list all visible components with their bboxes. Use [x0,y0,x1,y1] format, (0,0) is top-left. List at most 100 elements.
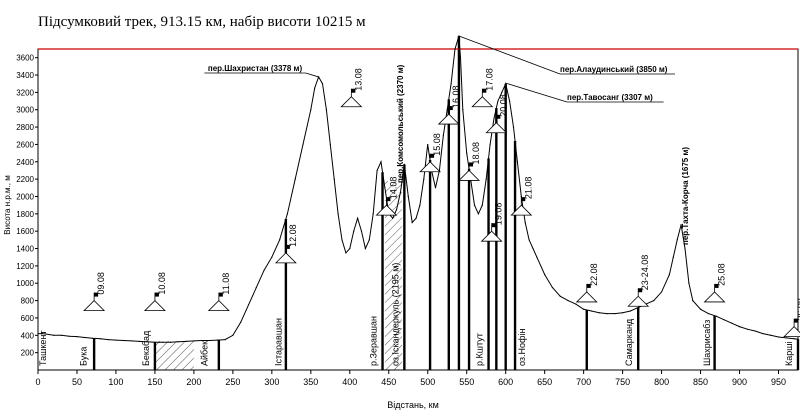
profile-point [427,143,429,146]
profile-point [208,339,211,342]
x-tick-label: 200 [186,377,201,387]
camp-flag-icon [430,153,435,158]
x-tick-label: 350 [303,377,318,387]
camp-date-label: 15.08 [432,133,442,156]
x-tick-label: 550 [459,377,474,387]
profile-point [567,299,569,302]
profile-point [770,334,772,336]
profile-point [395,208,398,211]
camp-flag-icon [386,197,391,202]
profile-point [489,143,491,146]
y-tick-label: 1600 [16,227,34,236]
x-tick-label: 0 [35,377,40,387]
profile-point [169,341,172,343]
profile-point [583,308,585,310]
profile-point [485,178,487,180]
y-axis-label: Висота н.р.м., м [3,175,12,234]
camp-tent-icon [471,96,494,108]
profile-point [477,213,480,215]
camp-tent-icon [480,230,503,242]
y-tick-label: 2400 [16,158,34,167]
x-tick-label: 600 [498,377,513,387]
camp-date-label: 16.08 [451,86,461,109]
x-tick-label: 900 [732,377,747,387]
y-tick-label: 2600 [16,140,34,149]
profile-point [130,340,133,342]
x-tick-label: 450 [381,377,396,387]
profile-point [637,306,639,309]
peak-label: пер.Шахристан (3378 м) [208,64,303,73]
profile-point [376,169,378,172]
profile-point [364,247,366,250]
profile-point [403,163,405,165]
profile-point [676,239,678,241]
camp-tent-icon [458,169,481,181]
y-tick-label: 1800 [16,210,34,219]
camp-date-label: 26.08 [796,298,800,321]
camp-flag-icon [638,288,643,293]
profile-point [715,315,717,317]
y-tick-label: 1000 [16,279,34,288]
profile-point [185,340,187,342]
profile-point [279,239,281,241]
camp-date-label: 19.08 [494,203,504,226]
profile-point [731,322,733,324]
profile-point [45,333,47,335]
x-tick-label: 50 [72,377,82,387]
camp-flag-icon [496,114,501,119]
profile-point [493,117,495,120]
x-tick-label: 800 [654,377,669,387]
profile-point [590,310,593,312]
profile-point [314,87,316,89]
camp-flag-icon [482,88,487,93]
x-tick-label: 100 [108,377,123,387]
profile-point [699,308,702,310]
camp-date-label: 17.08 [484,68,494,91]
camp-flag-icon [469,162,474,167]
profile-point [508,100,511,102]
profile-point [349,247,351,250]
profile-point [473,204,476,206]
profile-point [263,269,265,271]
profile-point [115,339,117,341]
camp-tent-icon [143,300,166,311]
x-tick-label: 150 [147,377,162,387]
camp-flag-icon [521,197,526,202]
profile-point [797,338,799,340]
camp-flag-icon [154,292,159,297]
profile-point [501,91,503,93]
camp-tent-icon [783,326,800,338]
profile-point [446,109,448,111]
x-tick-label: 400 [342,377,357,387]
place-label: Самарканд [624,318,634,366]
profile-point [107,339,109,341]
y-tick-label: 3400 [16,71,34,80]
camp-date-label: 25.08 [717,263,727,286]
profile-point [668,273,670,276]
profile-point [271,256,273,258]
profile-point [321,83,324,85]
x-tick-label: 950 [771,377,786,387]
camp-date-label: 11.08 [221,273,231,295]
camp-flag-icon [94,292,99,297]
profile-point [84,336,86,339]
profile-point [672,256,674,258]
profile-point [41,332,43,335]
profile-point [193,340,195,342]
profile-point [146,341,148,343]
profile-point [162,341,164,343]
profile-point [37,332,39,335]
camp-flag-icon [448,106,453,111]
y-tick-label: 3600 [16,54,34,63]
hatched-band [384,181,403,370]
profile-point [684,247,686,250]
profile-point [341,239,343,241]
y-tick-label: 400 [21,331,35,340]
profile-point [384,187,386,189]
profile-point [91,337,94,339]
camp-tent-icon [274,252,297,264]
x-tick-label: 300 [264,377,279,387]
profile-point [310,109,312,111]
profile-point [329,143,331,146]
profile-point [512,126,515,128]
